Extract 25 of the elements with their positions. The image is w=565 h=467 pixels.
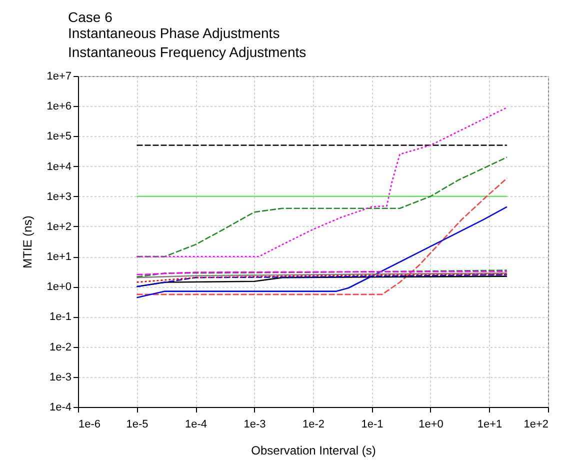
y-tick-label: 1e-3 [49,371,72,384]
x-tick-label: 1e-3 [244,418,266,430]
y-tick-label: 1e-1 [49,311,72,324]
x-axis-title: Observation Interval (s) [251,444,376,458]
x-tick-label: 1e-6 [78,418,101,430]
y-tick-label: 1e-4 [49,402,72,414]
x-tick-label: 1e+2 [524,418,548,430]
x-tick-label: 1e-5 [126,418,148,430]
y-tick-label: 1e+7 [46,70,72,82]
y-axis-title: MTIE (ns) [20,216,35,268]
y-tick-label: 1e+4 [46,160,72,173]
y-tick-label: 1e+3 [46,190,72,203]
y-tick-label: 1e+2 [46,220,72,233]
y-tick-label: 1e+1 [46,251,72,264]
x-tick-label: 1e+0 [418,418,444,430]
y-tick-label: 1e+5 [46,130,72,143]
y-tick-label: 1e+0 [46,281,72,294]
y-tick-label: 1e-2 [49,341,72,354]
x-tick-label: 1e-4 [184,418,208,430]
y-tick-label: 1e+6 [46,100,72,113]
x-tick-label: 1e-1 [361,418,384,430]
x-tick-label: 1e-2 [302,418,325,430]
chart-title: Case 6 [68,9,113,25]
chart-subtitle: Instantaneous Phase Adjustments Instantaneous Frequency Adjustments [68,25,306,60]
x-tick-label: 1e+1 [477,418,502,430]
